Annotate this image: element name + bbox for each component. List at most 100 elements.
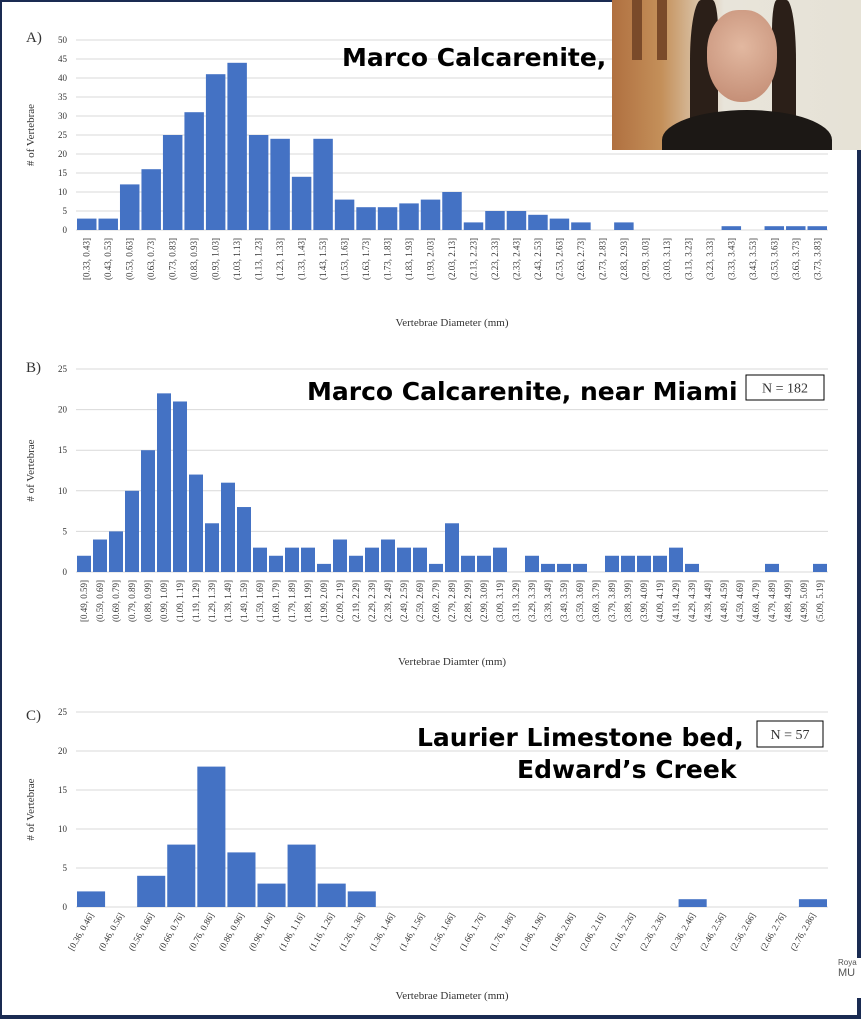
x-tick-label: (1.83, 1.93]: [404, 238, 414, 280]
background-art: [657, 0, 667, 60]
y-tick-label: 50: [58, 35, 68, 45]
background-art: [632, 0, 642, 60]
x-tick-label: (1.86, 1.96]: [517, 911, 547, 952]
bar: [205, 523, 219, 572]
x-tick-label: (1.49, 1.59]: [239, 580, 249, 622]
x-tick-label: (3.89, 3.99]: [623, 580, 633, 622]
x-tick-label: (1.96, 2.06]: [547, 911, 577, 952]
bar: [287, 844, 316, 907]
bar: [356, 207, 376, 230]
x-tick-label: (0.93, 1.03]: [211, 238, 221, 280]
x-tick-label: (0.66, 0.76]: [156, 911, 186, 952]
y-tick-label: 40: [58, 73, 68, 83]
bar: [162, 135, 183, 230]
y-tick-label: 25: [58, 707, 68, 717]
x-tick-label: (1.93, 2.03]: [426, 238, 436, 280]
y-tick-label: 5: [63, 206, 68, 216]
x-tick-label: (0.43, 0.53]: [103, 238, 113, 280]
x-tick-label: (3.43, 3.53]: [748, 238, 758, 280]
y-tick-label: 35: [58, 92, 68, 102]
y-tick-label: 15: [58, 445, 68, 455]
y-axis-label: # of Vertebrae: [25, 778, 37, 840]
bar: [141, 169, 161, 230]
x-tick-label: (3.03, 3.13]: [662, 238, 672, 280]
x-tick-label: (2.83, 2.93]: [619, 238, 629, 280]
x-tick-label: (1.33, 1.43]: [297, 238, 307, 280]
bar: [557, 563, 571, 572]
bar: [93, 539, 107, 572]
x-tick-label: (0.76, 0.86]: [186, 911, 216, 952]
x-tick-label: (1.63, 1.73]: [361, 238, 371, 280]
x-tick-label: (0.46, 0.56]: [96, 911, 126, 952]
x-axis-label: Vertebrae Diameter (mm): [396, 990, 509, 1002]
x-tick-label: (2.79, 2.89]: [447, 580, 457, 622]
y-tick-label: 30: [58, 111, 68, 121]
sample-size-label: N = 57: [770, 728, 809, 743]
chart-title: Edward’s Creek: [517, 755, 738, 784]
x-tick-label: (2.53, 2.63]: [554, 238, 564, 280]
x-tick-label: (0.86, 0.96]: [217, 911, 247, 952]
bar: [377, 207, 398, 230]
bar: [77, 218, 97, 230]
x-tick-label: (3.79, 3.89]: [607, 580, 617, 622]
x-tick-label: [0.36, 0.46]: [66, 911, 96, 952]
bar: [119, 184, 140, 230]
x-tick-label: (3.69, 3.79]: [591, 580, 601, 622]
bar: [653, 555, 667, 572]
x-tick-label: (1.13, 1.23]: [254, 238, 264, 280]
bar: [141, 450, 155, 572]
x-tick-label: (4.99, 5.09]: [799, 580, 809, 622]
bar: [413, 547, 427, 572]
bar: [528, 214, 548, 230]
x-tick-label: (3.53, 3.63]: [769, 238, 779, 280]
bar: [614, 222, 634, 230]
x-tick-label: (1.39, 1.49]: [223, 580, 233, 622]
x-tick-label: (3.39, 3.49]: [543, 580, 553, 622]
y-tick-label: 25: [58, 130, 68, 140]
y-tick-label: 5: [63, 526, 68, 536]
chart-panel-1: A) 0 5 10 15 20 25 30 35 40 45 50 [0.33, 0.43] (0.43,…: [25, 30, 828, 329]
bar: [637, 555, 651, 572]
bar: [786, 226, 806, 230]
bar: [167, 844, 196, 907]
x-tick-label: (1.89, 1.99]: [303, 580, 313, 622]
bar: [605, 555, 619, 572]
y-tick-label: 0: [63, 902, 68, 912]
x-tick-label: (2.09, 2.19]: [335, 580, 345, 622]
y-tick-label: 15: [58, 785, 68, 795]
bar: [125, 490, 139, 572]
chart-title: Laurier Limestone bed,: [417, 723, 744, 752]
bar: [506, 211, 527, 230]
bar: [173, 401, 187, 572]
y-tick-label: 5: [63, 863, 68, 873]
y-tick-label: 45: [58, 54, 68, 64]
x-tick-label: (3.19, 3.29]: [511, 580, 521, 622]
bar: [77, 555, 91, 572]
y-axis-label: # of Vertebrae: [25, 439, 37, 501]
chart-title: Marco Calcarenite, C: [342, 43, 633, 72]
x-tick-label: (2.59, 2.69]: [415, 580, 425, 622]
bar: [442, 192, 462, 230]
bar: [313, 138, 333, 230]
x-tick-label: (0.53, 0.63]: [125, 238, 135, 280]
x-tick-label: (4.09, 4.19]: [655, 580, 665, 622]
bar: [549, 218, 570, 230]
bar: [157, 393, 171, 572]
y-tick-label: 15: [58, 168, 68, 178]
bar: [397, 547, 411, 572]
x-tick-label: (2.16, 2.26]: [608, 911, 638, 952]
x-tick-label: (1.16, 1.26]: [307, 911, 337, 952]
x-tick-label: [0.49, 0.59]: [79, 580, 89, 622]
bar: [669, 547, 683, 572]
presenter-face: [707, 10, 777, 102]
x-tick-label: (1.59, 1.69]: [255, 580, 265, 622]
bar: [291, 176, 312, 230]
x-tick-label: (4.29, 4.39]: [687, 580, 697, 622]
bar: [253, 547, 267, 572]
bar: [429, 563, 443, 572]
bar: [420, 199, 441, 230]
bar: [621, 555, 635, 572]
x-tick-label: (1.99, 2.09]: [319, 580, 329, 622]
x-tick-label: (2.36, 2.46]: [668, 911, 698, 952]
x-tick-label: (4.39, 4.49]: [703, 580, 713, 622]
